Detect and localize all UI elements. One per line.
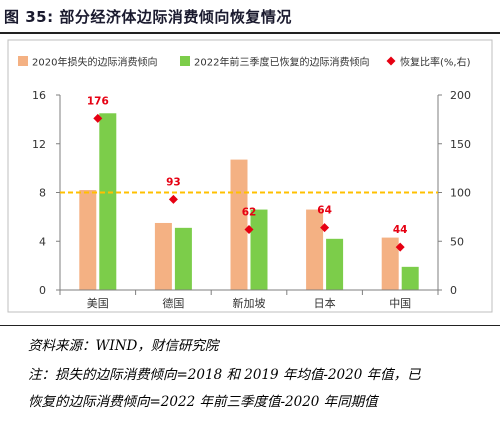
x-axis: 美国 德国 新加坡 日本 中国 (59, 289, 439, 310)
title-divider (0, 32, 500, 34)
ratio-label-2: 62 (242, 207, 257, 219)
ratio-markers: 176 93 62 64 44 (87, 95, 408, 252)
bar-s1-2 (250, 209, 268, 290)
legend: 2020年损失的边际消费倾向 2022年前三季度已恢复的边际消费倾向 恢复比率(%,… (18, 56, 471, 69)
x-tick-label-3: 日本 (314, 296, 336, 310)
y-right-tick-label-1: 50 (450, 235, 464, 248)
source-text: 资料来源：WIND，财信研究院 (28, 338, 219, 354)
figure-title: 图 35: 部分经济体边际消费倾向恢复情况 (4, 8, 292, 26)
note-text: 注：损失的边际消费倾向=2018 和 2019 年均值-2020 年值，已 恢复… (28, 362, 488, 416)
x-tick-label-0: 美国 (87, 297, 109, 310)
bar-s1-0 (99, 113, 117, 290)
bar-s1-1 (174, 227, 192, 290)
bar-s1-4 (401, 266, 419, 290)
legend-swatch-2 (386, 56, 396, 66)
ratio-marker-3 (320, 223, 330, 233)
y-left-tick-label-3: 12 (32, 138, 46, 151)
x-tick-label-1: 德国 (162, 296, 184, 310)
ratio-label-3: 64 (317, 205, 332, 217)
legend-swatch-1 (180, 56, 190, 66)
ratio-marker-1 (168, 194, 178, 204)
bar-s1-3 (326, 238, 344, 290)
ratio-marker-0 (93, 113, 103, 123)
legend-swatch-0 (18, 56, 28, 66)
bar-s0-4 (381, 237, 399, 290)
y-left-tick-label-2: 8 (39, 187, 46, 200)
source-divider (0, 325, 500, 326)
ratio-label-1: 93 (166, 176, 181, 188)
note-line-2: 恢复的边际消费倾向=2022 年前三季度值-2020 年同期值 (28, 394, 378, 410)
bar-s0-0 (79, 190, 97, 290)
y-left-tick-label-1: 4 (39, 235, 46, 248)
ratio-marker-2 (244, 225, 254, 235)
note-line-1: 注：损失的边际消费倾向=2018 和 2019 年均值-2020 年值，已 (28, 367, 421, 383)
y-right-tick-label-0: 0 (450, 284, 457, 297)
chart-svg: 2020年损失的边际消费倾向 2022年前三季度已恢复的边际消费倾向 恢复比率(%,… (7, 39, 493, 313)
bar-s0-3 (306, 209, 324, 290)
ratio-label-4: 44 (393, 224, 408, 236)
legend-label-1: 2022年前三季度已恢复的边际消费倾向 (194, 56, 369, 69)
bars-layer (79, 113, 419, 290)
ratio-label-0: 176 (87, 95, 109, 107)
chart-container: 2020年损失的边际消费倾向 2022年前三季度已恢复的边际消费倾向 恢复比率(%,… (0, 38, 500, 320)
x-tick-label-4: 中国 (389, 297, 411, 310)
legend-label-0: 2020年损失的边际消费倾向 (32, 56, 157, 69)
bar-s0-2 (230, 159, 248, 290)
plot-frame (7, 39, 493, 313)
y-right-tick-label-4: 200 (450, 89, 471, 102)
y-left-tick-label-0: 0 (39, 284, 46, 297)
y-left-tick-label-4: 16 (32, 89, 46, 102)
y-axis-right: 0 50 100 150 200 (437, 89, 471, 297)
ratio-marker-4 (395, 242, 405, 252)
y-axis-left: 0 4 8 12 16 (32, 89, 61, 297)
bar-s0-1 (154, 222, 172, 290)
y-right-tick-label-3: 150 (450, 138, 471, 151)
y-right-tick-label-2: 100 (450, 187, 471, 200)
x-tick-label-2: 新加坡 (233, 296, 266, 310)
legend-label-2: 恢复比率(%,右) (400, 56, 471, 69)
